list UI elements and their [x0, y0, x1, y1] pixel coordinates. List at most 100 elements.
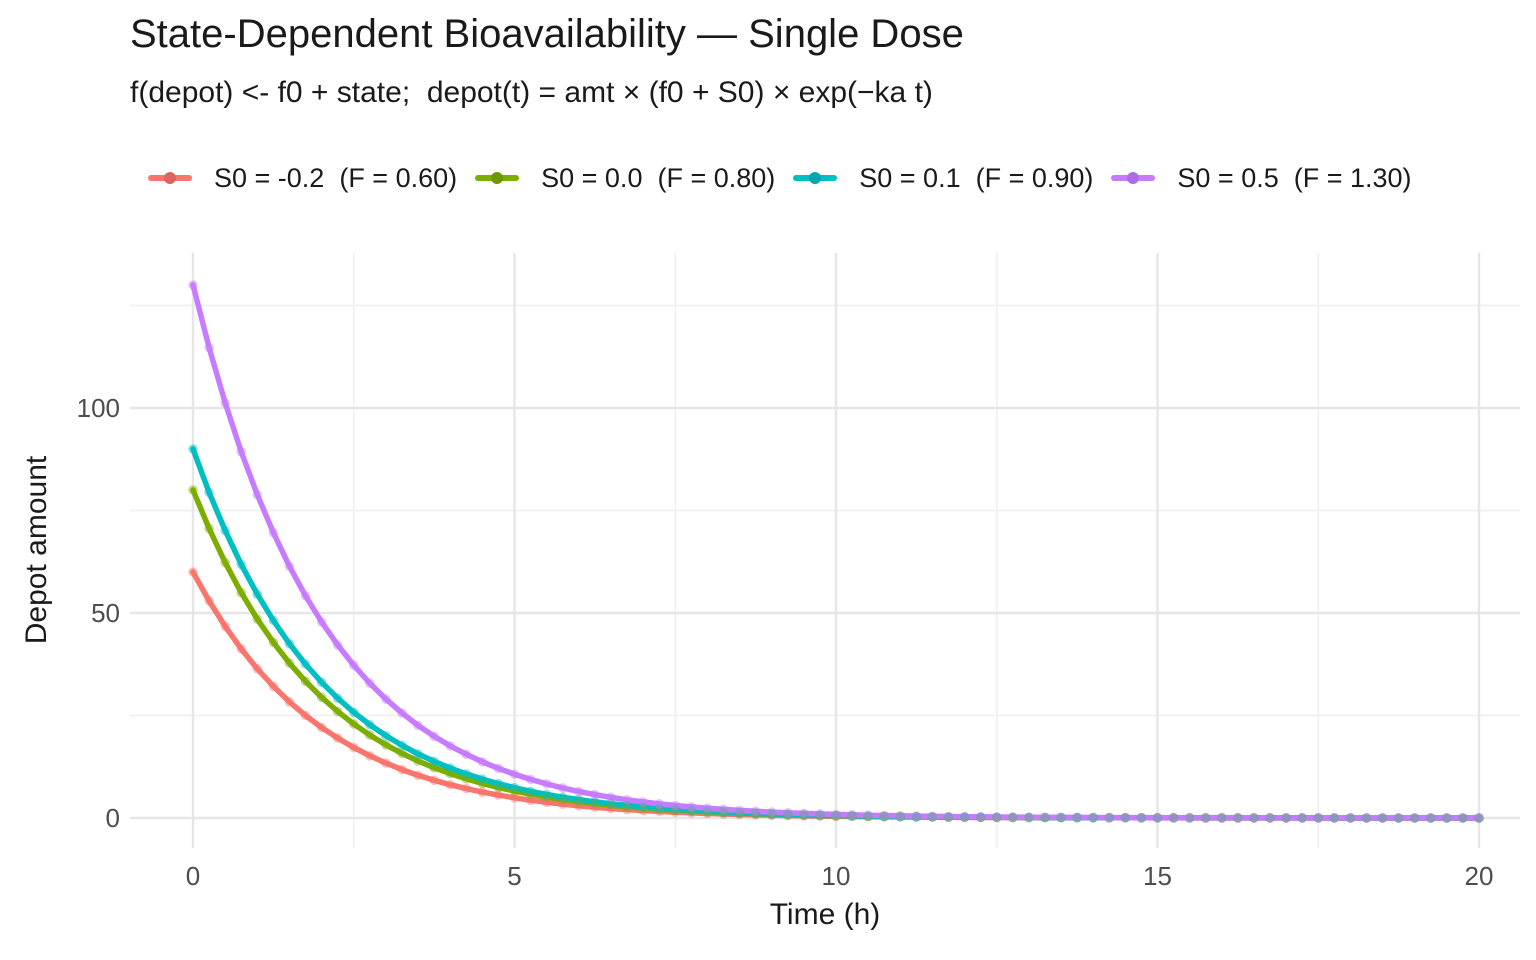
data-point — [1393, 813, 1404, 823]
data-point — [268, 681, 279, 692]
data-point — [670, 805, 681, 816]
data-point — [783, 810, 793, 821]
data-point — [1168, 812, 1179, 823]
data-point — [863, 810, 873, 820]
data-point — [332, 693, 343, 703]
y-tick-label: 100 — [76, 393, 120, 423]
data-point — [1024, 812, 1034, 823]
data-point — [1474, 813, 1484, 823]
data-point — [879, 811, 889, 822]
data-point — [1249, 813, 1259, 823]
legend-point-icon — [491, 172, 504, 184]
data-point — [413, 749, 423, 759]
data-point — [445, 741, 456, 751]
plot-area — [130, 253, 1520, 848]
data-point — [236, 559, 246, 570]
data-point — [300, 676, 311, 687]
data-point — [381, 694, 391, 704]
data-point — [188, 280, 198, 290]
data-point — [1265, 813, 1275, 823]
data-point — [493, 790, 504, 800]
data-point — [1120, 813, 1131, 823]
data-point — [783, 810, 793, 820]
data-point — [1104, 812, 1115, 823]
data-point — [1072, 812, 1082, 823]
data-point — [1168, 813, 1179, 823]
data-point — [750, 806, 761, 817]
data-point — [557, 792, 568, 802]
data-point — [1184, 813, 1195, 823]
data-point — [1345, 813, 1356, 823]
x-tick-label: 10 — [821, 861, 851, 891]
legend-point-icon — [164, 172, 176, 184]
data-point — [381, 740, 391, 750]
data-point — [413, 720, 423, 731]
series-line — [190, 282, 1482, 821]
data-point — [847, 811, 857, 821]
data-point — [220, 525, 230, 536]
data-point — [1458, 813, 1468, 823]
data-point — [718, 804, 729, 815]
data-point — [1393, 813, 1404, 823]
data-point — [1249, 813, 1259, 823]
data-point — [493, 763, 504, 774]
data-point — [349, 742, 359, 753]
data-point — [284, 561, 295, 571]
data-point — [783, 808, 793, 818]
data-point — [1409, 813, 1420, 823]
data-point — [204, 342, 214, 353]
data-point — [1233, 813, 1243, 823]
data-point — [734, 807, 745, 818]
data-point — [574, 786, 584, 797]
legend-key-icon — [1111, 168, 1156, 188]
x-tick-label: 5 — [507, 861, 522, 891]
major-gridlines — [130, 253, 1520, 848]
data-point — [349, 660, 359, 671]
data-point — [1377, 813, 1388, 823]
series-points — [188, 567, 1484, 823]
data-point — [1249, 813, 1259, 823]
data-point — [525, 789, 536, 799]
data-point — [943, 811, 954, 822]
data-point — [1217, 813, 1227, 823]
data-point — [477, 787, 488, 797]
data-point — [1393, 813, 1404, 823]
data-point — [397, 740, 407, 751]
data-point — [590, 797, 600, 807]
data-point — [734, 805, 745, 816]
data-point — [750, 808, 761, 819]
data-point — [493, 778, 504, 789]
legend: S0 = -0.2 (F = 0.60) S0 = 0.0 (F = 0.80)… — [148, 160, 1412, 196]
legend-item-label: S0 = 0.1 (F = 0.90) — [859, 162, 1094, 193]
data-point — [461, 774, 472, 784]
data-point — [975, 812, 986, 823]
data-point — [1072, 812, 1082, 823]
data-point — [1377, 813, 1388, 823]
data-point — [1345, 813, 1356, 823]
data-point — [1442, 813, 1452, 823]
data-point — [606, 792, 616, 803]
y-tick-label: 50 — [91, 598, 120, 628]
data-point — [1233, 813, 1243, 823]
data-point — [300, 591, 311, 601]
data-point — [1184, 813, 1195, 823]
data-point — [606, 800, 616, 811]
data-point — [236, 587, 246, 598]
data-point — [1458, 813, 1468, 823]
data-point — [1361, 813, 1372, 823]
data-point — [606, 803, 616, 814]
data-point — [670, 804, 681, 815]
data-point — [1426, 813, 1436, 823]
data-point — [1217, 813, 1227, 823]
data-point — [332, 706, 343, 717]
legend-item: S0 = 0.5 (F = 1.30) — [1111, 162, 1412, 194]
legend-item-label: S0 = 0.5 (F = 1.30) — [1177, 162, 1412, 193]
data-point — [1361, 813, 1372, 823]
data-point — [622, 800, 632, 811]
data-point — [1265, 813, 1275, 823]
data-point — [638, 802, 648, 812]
data-point — [686, 805, 697, 816]
data-point — [349, 707, 359, 718]
data-point — [252, 489, 263, 500]
data-point — [188, 567, 198, 577]
